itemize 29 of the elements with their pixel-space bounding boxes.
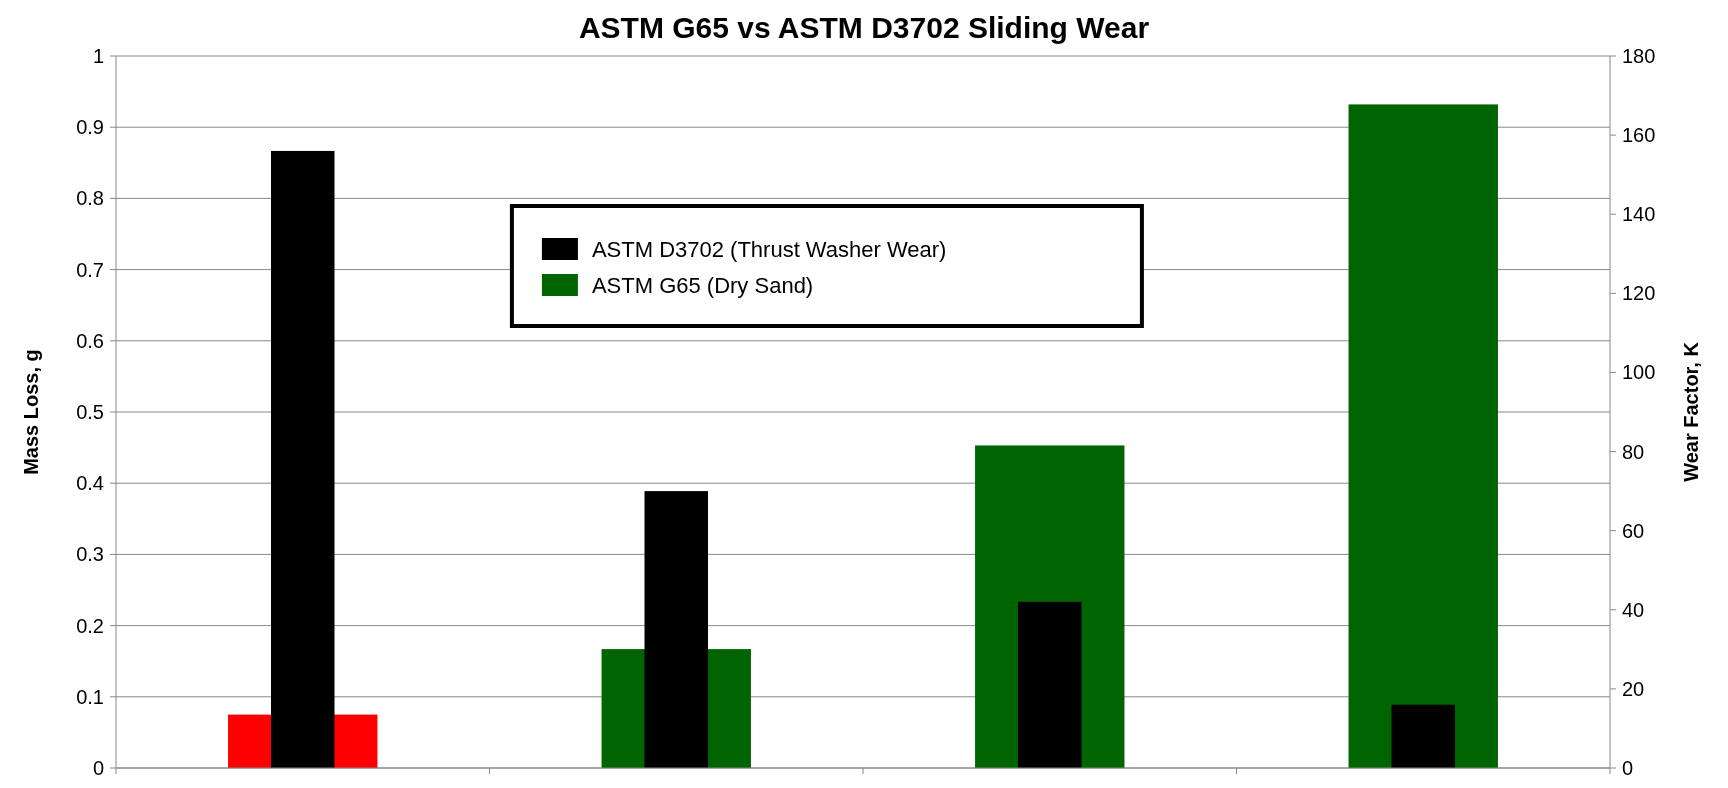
y2-tick-label: 80 bbox=[1622, 440, 1645, 463]
y-tick-label: 1 bbox=[92, 45, 104, 67]
y2-axis-title: Wear Factor, K bbox=[1680, 341, 1702, 482]
y-tick-label: 0.9 bbox=[76, 116, 104, 139]
legend-label: ASTM G65 (Dry Sand) bbox=[591, 272, 814, 298]
bar bbox=[1018, 601, 1082, 768]
y2-tick-label: 100 bbox=[1622, 361, 1656, 384]
y2-tick-label: 140 bbox=[1622, 203, 1656, 226]
y2-tick-label: 60 bbox=[1622, 519, 1645, 542]
y-tick-label: 0.4 bbox=[76, 472, 104, 495]
y2-tick-label: 180 bbox=[1622, 45, 1656, 67]
chart-title: ASTM G65 vs ASTM D3702 Sliding Wear bbox=[578, 11, 1150, 44]
y-tick-label: 0.6 bbox=[76, 329, 104, 352]
y-axis-title: Mass Loss, g bbox=[20, 349, 42, 475]
y-tick-label: 0.2 bbox=[76, 614, 104, 637]
y-tick-label: 0 bbox=[92, 757, 104, 779]
y-tick-label: 0.1 bbox=[76, 685, 104, 708]
bar bbox=[1348, 104, 1498, 768]
y2-tick-label: 40 bbox=[1622, 598, 1645, 621]
y2-tick-label: 20 bbox=[1622, 677, 1645, 700]
y2-tick-label: 0 bbox=[1622, 757, 1634, 779]
y2-tick-label: 160 bbox=[1622, 124, 1656, 147]
bar bbox=[1391, 704, 1455, 768]
y2-tick-label: 120 bbox=[1622, 282, 1656, 305]
y-tick-label: 0.7 bbox=[76, 258, 104, 281]
y-tick-label: 0.3 bbox=[76, 543, 104, 566]
y-tick-label: 0.8 bbox=[76, 187, 104, 210]
legend-label: ASTM D3702 (Thrust Washer Wear) bbox=[591, 236, 947, 262]
y-tick-label: 0.5 bbox=[76, 401, 104, 423]
